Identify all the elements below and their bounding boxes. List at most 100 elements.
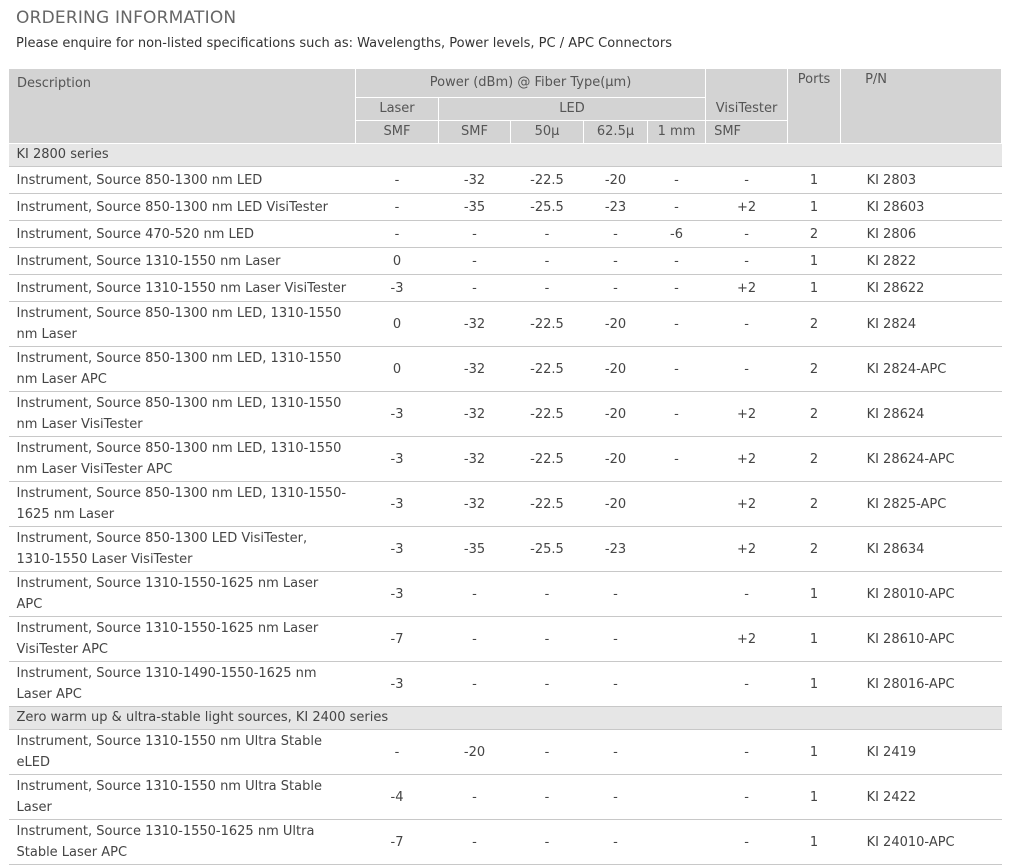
- description: Instrument, Source 850-1300 LED VisiTest…: [8, 526, 356, 572]
- cell: -22.5: [510, 166, 584, 194]
- cell: -3: [355, 274, 439, 302]
- cell: -35: [438, 526, 511, 572]
- cell: KI 28610-APC: [840, 616, 1002, 662]
- header-cell: Power (dBm) @ Fiber Type(µm): [354, 68, 707, 98]
- cell: -: [705, 819, 788, 865]
- cell: -20: [583, 346, 648, 392]
- cell: -: [647, 391, 706, 437]
- cell: -: [705, 247, 788, 275]
- description: Instrument, Source 850-1300 nm LED, 1310…: [8, 391, 356, 437]
- description: Instrument, Source 1310-1550-1625 nm Las…: [8, 571, 356, 617]
- cell: 1: [787, 616, 841, 662]
- cell: -: [510, 729, 584, 775]
- cell: -22.5: [510, 391, 584, 437]
- description: Instrument, Source 1310-1550 nm Ultra St…: [8, 774, 356, 820]
- cell: 2: [787, 301, 841, 347]
- table-row: Instrument, Source 850-1300 nm LED, 1310…: [8, 346, 1002, 392]
- cell: -: [647, 346, 706, 392]
- cell: -32: [438, 436, 511, 482]
- cell: 0: [355, 247, 439, 275]
- cell: KI 28016-APC: [840, 661, 1002, 707]
- cell: 2: [787, 481, 841, 527]
- cell: -: [510, 247, 584, 275]
- cell: +2: [705, 436, 788, 482]
- cell: KI 28603: [840, 193, 1002, 221]
- cell: -20: [583, 481, 648, 527]
- cell: -: [705, 571, 788, 617]
- table-row: Instrument, Source 1310-1550 nm Ultra St…: [8, 729, 1002, 775]
- cell: +2: [705, 193, 788, 221]
- cell: -: [510, 571, 584, 617]
- cell: -: [355, 220, 439, 248]
- description: Instrument, Source 470-520 nm LED: [8, 220, 356, 248]
- header-cell: VisiTester: [705, 68, 789, 121]
- cell: 0: [355, 301, 439, 347]
- cell: -: [647, 193, 706, 221]
- cell: -: [510, 774, 584, 820]
- cell: -22.5: [510, 301, 584, 347]
- cell: KI 2822: [840, 247, 1002, 275]
- header-cell: Description: [8, 68, 356, 144]
- cell: -7: [355, 616, 439, 662]
- cell: -7: [355, 819, 439, 865]
- cell: -: [583, 774, 648, 820]
- cell: 2: [787, 436, 841, 482]
- section-row: Zero warm up & ultra-stable light source…: [8, 706, 1002, 730]
- cell: KI 28010-APC: [840, 571, 1002, 617]
- cell: +2: [705, 391, 788, 437]
- cell: 1: [787, 247, 841, 275]
- cell: -: [510, 661, 584, 707]
- cell: 1: [787, 274, 841, 302]
- description: Instrument, Source 1310-1490-1550-1625 n…: [8, 661, 356, 707]
- cell: -20: [583, 436, 648, 482]
- cell: -32: [438, 301, 511, 347]
- cell: -: [583, 819, 648, 865]
- cell: -20: [438, 729, 511, 775]
- cell: -: [705, 774, 788, 820]
- table-row: Instrument, Source 1310-1550-1625 nm Las…: [8, 571, 1002, 617]
- cell: -: [438, 220, 511, 248]
- cell: -: [438, 661, 511, 707]
- description: Instrument, Source 850-1300 nm LED, 1310…: [8, 301, 356, 347]
- cell: -: [510, 616, 584, 662]
- cell: -: [705, 729, 788, 775]
- cell: -: [583, 729, 648, 775]
- cell: -: [647, 166, 706, 194]
- cell: -: [705, 301, 788, 347]
- cell: -23: [583, 526, 648, 572]
- cell: -: [583, 274, 648, 302]
- cell: KI 2806: [840, 220, 1002, 248]
- cell: -22.5: [510, 346, 584, 392]
- cell: -20: [583, 391, 648, 437]
- ordering-table: Description Power (dBm) @ Fiber Type(µm)…: [8, 68, 1003, 865]
- cell: [647, 526, 706, 572]
- cell: -: [583, 616, 648, 662]
- cell: -: [583, 247, 648, 275]
- cell: -: [583, 571, 648, 617]
- subtitle: Please enquire for non-listed specificat…: [16, 36, 672, 51]
- cell: KI 24010-APC: [840, 819, 1002, 865]
- cell: -23: [583, 193, 648, 221]
- cell: 1: [787, 571, 841, 617]
- description: Instrument, Source 850-1300 nm LED VisiT…: [8, 193, 356, 221]
- cell: -: [438, 571, 511, 617]
- header-cell: SMF: [355, 120, 439, 144]
- cell: -32: [438, 391, 511, 437]
- table-row: Instrument, Source 1310-1550-1625 nm Ult…: [8, 819, 1002, 865]
- header-cell: 1 mm: [646, 120, 707, 144]
- cell: [647, 729, 706, 775]
- cell: -20: [583, 166, 648, 194]
- cell: -3: [355, 661, 439, 707]
- cell: -3: [355, 571, 439, 617]
- table-row: Instrument, Source 850-1300 nm LED, 1310…: [8, 391, 1002, 437]
- cell: -: [438, 819, 511, 865]
- cell: 2: [787, 346, 841, 392]
- cell: KI 2803: [840, 166, 1002, 194]
- cell: +2: [705, 616, 788, 662]
- table-row: Instrument, Source 850-1300 nm LED VisiT…: [8, 193, 1002, 221]
- section-title: Zero warm up & ultra-stable light source…: [8, 706, 1002, 730]
- section-title: KI 2800 series: [8, 143, 1002, 167]
- cell: 1: [787, 774, 841, 820]
- header-cell: Laser: [355, 97, 439, 121]
- cell: -: [438, 274, 511, 302]
